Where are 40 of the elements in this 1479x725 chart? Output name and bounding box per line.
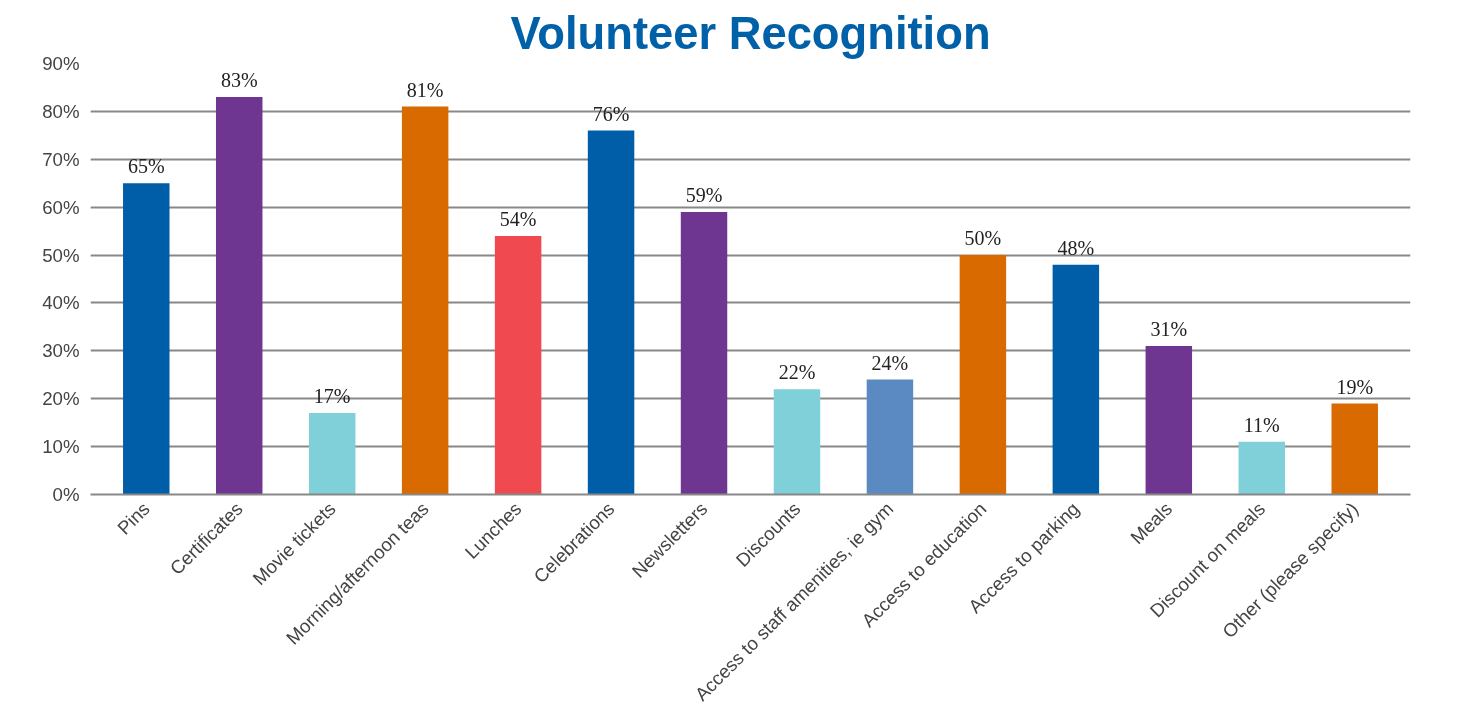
data-label: 24% xyxy=(871,351,909,374)
y-tick-label: 50% xyxy=(42,244,80,266)
chart-title: Volunteer Recognition xyxy=(510,7,991,59)
data-label: 48% xyxy=(1057,236,1095,259)
data-label: 17% xyxy=(313,385,351,408)
bar xyxy=(1238,441,1286,495)
bar xyxy=(959,255,1007,495)
bar xyxy=(1145,346,1193,495)
data-label: 50% xyxy=(964,227,1002,250)
y-tick-label: 30% xyxy=(42,340,80,362)
data-label: 76% xyxy=(592,102,630,125)
bar xyxy=(587,130,635,495)
bar xyxy=(773,389,821,495)
y-tick-label: 40% xyxy=(42,292,80,314)
data-label: 31% xyxy=(1150,318,1188,341)
y-tick-label: 10% xyxy=(42,436,80,458)
bar xyxy=(401,106,449,495)
bar xyxy=(1052,264,1100,495)
data-label: 59% xyxy=(685,183,723,206)
y-tick-label: 80% xyxy=(42,100,80,122)
bar xyxy=(494,235,542,495)
data-label: 22% xyxy=(778,361,816,384)
bar xyxy=(680,211,728,495)
bar xyxy=(308,413,356,495)
data-label: 19% xyxy=(1336,375,1374,398)
y-tick-label: 70% xyxy=(42,148,80,170)
data-label: 11% xyxy=(1243,413,1280,436)
y-tick-label: 60% xyxy=(42,196,80,218)
x-tick-label: Pins xyxy=(113,498,154,539)
bar xyxy=(1331,403,1378,495)
data-label: 81% xyxy=(406,78,444,101)
y-tick-label: 90% xyxy=(42,53,80,74)
bar xyxy=(215,97,263,495)
data-label: 83% xyxy=(220,69,258,92)
y-tick-label: 20% xyxy=(42,388,80,410)
y-tick-label: 0% xyxy=(52,484,80,505)
data-label: 54% xyxy=(499,207,537,230)
data-label: 65% xyxy=(127,155,165,178)
bar xyxy=(866,379,914,495)
bar xyxy=(123,183,170,495)
